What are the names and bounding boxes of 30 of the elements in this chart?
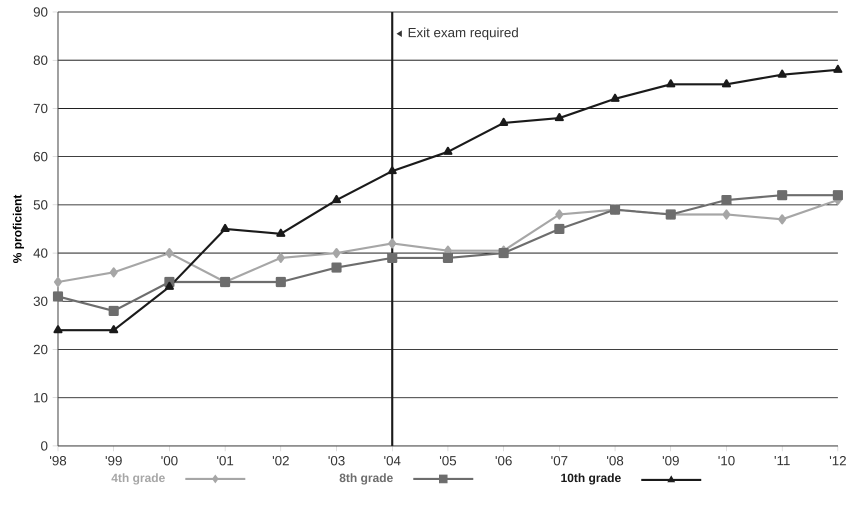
x-tick-label: '02 bbox=[272, 456, 289, 466]
x-tick-label: '00 bbox=[161, 456, 178, 466]
y-tick-label: 90 bbox=[34, 7, 48, 17]
y-tick-label: 70 bbox=[34, 104, 48, 114]
y-tick-label: 10 bbox=[34, 393, 48, 402]
x-tick-label: '01 bbox=[217, 456, 234, 466]
x-tick-label: '98 bbox=[50, 456, 66, 466]
y-tick-label: 80 bbox=[34, 56, 48, 65]
x-tick-label: '11 bbox=[774, 456, 790, 466]
x-tick-label: '10 bbox=[718, 456, 735, 466]
x-tick-label: '06 bbox=[496, 456, 512, 466]
y-axis-title: % proficient bbox=[12, 194, 24, 264]
x-tick-label: '05 bbox=[440, 456, 456, 466]
y-tick-label: 30 bbox=[34, 296, 48, 306]
legend-label: 8th grade bbox=[340, 473, 393, 485]
ref-line-label: Exit exam required bbox=[408, 28, 518, 40]
y-tick-label: 50 bbox=[34, 200, 48, 210]
y-tick-label: 60 bbox=[34, 152, 48, 162]
legend-label: 4th grade bbox=[111, 473, 165, 485]
legend-label: 10th grade bbox=[561, 473, 621, 485]
x-tick-label: '07 bbox=[551, 456, 568, 466]
x-tick-label: '99 bbox=[106, 456, 122, 466]
y-tick-label: 0 bbox=[41, 441, 48, 451]
y-tick-label: 20 bbox=[34, 344, 48, 354]
y-tick-label: 40 bbox=[33, 248, 48, 258]
x-tick-label: '09 bbox=[662, 456, 679, 466]
x-tick-label: '12 bbox=[830, 456, 846, 466]
x-tick-label: '08 bbox=[607, 456, 624, 466]
x-tick-label: '04 bbox=[384, 456, 401, 466]
x-tick-label: '03 bbox=[328, 456, 345, 466]
